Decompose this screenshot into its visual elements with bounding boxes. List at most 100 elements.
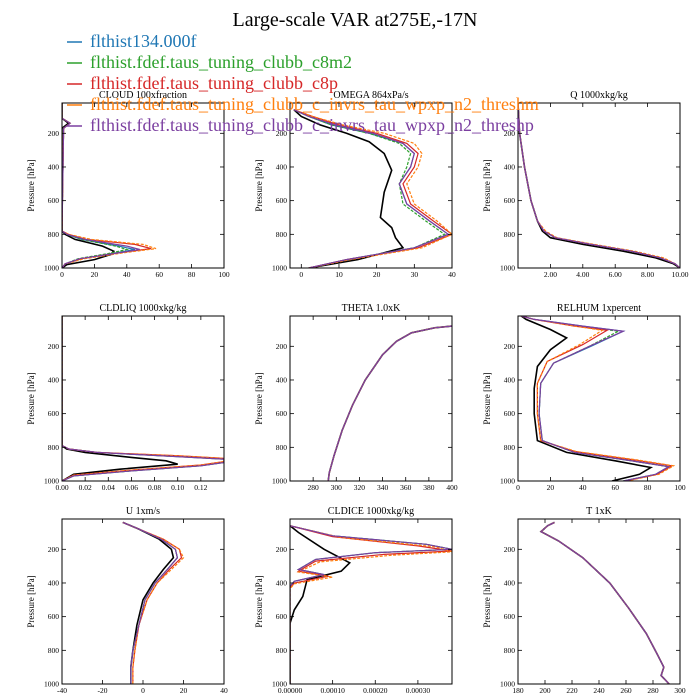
x-tick-label: 360 <box>400 483 412 492</box>
panel-title: T 1xK <box>586 506 612 517</box>
y-axis-label: Pressure [hPa] <box>26 159 36 211</box>
series-line-2 <box>518 103 680 268</box>
x-tick-label: 180 <box>512 686 524 695</box>
series-line-1 <box>327 325 452 481</box>
series-line-1 <box>539 521 670 684</box>
x-tick-label: 20 <box>547 483 555 492</box>
x-tick-label: 0.08 <box>148 483 161 492</box>
series-group <box>520 316 676 481</box>
y-axis-label: Pressure [hPa] <box>482 575 492 627</box>
panel-frame <box>289 315 453 482</box>
panel-1: 200 400 600 800 1000 0 10 20 30 40 OMEGA 864xPa/s P… <box>254 90 456 279</box>
y-tick-label: 400 <box>504 578 516 587</box>
y-tick-label: 1000 <box>272 477 287 486</box>
x-tick-label: 20 <box>373 270 381 279</box>
series-line-0 <box>539 521 670 684</box>
series-line-0 <box>327 325 452 481</box>
legend: flthist134.000fflthist.fdef.taus_tuning_… <box>67 31 539 135</box>
x-tick-label: 0.10 <box>171 483 184 492</box>
y-tick-label: 200 <box>504 129 516 138</box>
y-tick-label: 1000 <box>272 680 287 689</box>
series-line-0 <box>520 316 654 481</box>
x-tick-label: 0.00030 <box>406 686 431 695</box>
y-tick-label: 1000 <box>500 264 515 273</box>
panel-frame <box>61 102 225 269</box>
x-tick-label: 220 <box>566 686 578 695</box>
figure-title: Large-scale VAR at275E,-17N <box>233 9 478 31</box>
series-line-3 <box>290 525 452 684</box>
series-line-4 <box>62 316 224 481</box>
series-line-2 <box>62 316 224 481</box>
x-tick-label: 380 <box>423 483 435 492</box>
series-group <box>327 325 452 481</box>
series-line-1 <box>518 103 680 268</box>
y-tick-label: 800 <box>504 443 516 452</box>
series-line-5 <box>521 316 671 481</box>
x-tick-label: 20 <box>91 270 99 279</box>
y-tick-label: 800 <box>276 646 288 655</box>
series-group <box>62 316 224 481</box>
x-tick-label: 200 <box>539 686 551 695</box>
x-tick-label: 60 <box>155 270 163 279</box>
y-axis-label: Pressure [hPa] <box>482 159 492 211</box>
y-tick-label: 400 <box>48 375 60 384</box>
x-tick-label: 100 <box>674 483 686 492</box>
x-tick-label: 80 <box>644 483 652 492</box>
y-tick-label: 400 <box>276 162 288 171</box>
series-line-5 <box>293 109 450 268</box>
series-line-5 <box>62 316 224 481</box>
x-tick-label: 8.00 <box>641 270 654 279</box>
x-tick-label: 0.00000 <box>278 686 303 695</box>
y-tick-label: 400 <box>504 162 516 171</box>
y-tick-label: 1000 <box>272 264 287 273</box>
series-line-5 <box>539 521 670 684</box>
x-tick-label: 100 <box>218 270 230 279</box>
y-tick-label: 400 <box>276 375 288 384</box>
series-line-3 <box>518 103 680 268</box>
y-tick-label: 200 <box>504 342 516 351</box>
x-tick-label: 320 <box>354 483 366 492</box>
series-group <box>539 521 670 684</box>
x-tick-label: 0.04 <box>102 483 115 492</box>
series-group <box>293 109 452 268</box>
y-tick-label: 200 <box>276 129 288 138</box>
y-tick-label: 600 <box>504 196 516 205</box>
x-tick-label: 60 <box>611 483 619 492</box>
y-tick-label: 1000 <box>44 680 59 689</box>
x-tick-label: -40 <box>57 686 67 695</box>
series-line-2 <box>327 325 452 481</box>
y-tick-label: 200 <box>504 545 516 554</box>
y-axis-label: Pressure [hPa] <box>254 575 264 627</box>
x-tick-label: 280 <box>647 686 659 695</box>
y-tick-label: 800 <box>276 230 288 239</box>
y-tick-label: 600 <box>504 612 516 621</box>
y-tick-label: 1000 <box>44 264 59 273</box>
y-tick-label: 600 <box>504 409 516 418</box>
panel-6: 200 400 600 800 1000-40 -20 0 20 40 U 1xm/s Pressu… <box>26 506 228 695</box>
series-line-0 <box>62 103 116 268</box>
y-tick-label: 800 <box>48 230 60 239</box>
x-tick-label: -20 <box>98 686 108 695</box>
series-line-2 <box>521 316 671 481</box>
series-line-1 <box>290 525 452 684</box>
x-tick-label: 2.00 <box>544 270 557 279</box>
y-tick-label: 1000 <box>500 477 515 486</box>
y-axis-label: Pressure [hPa] <box>482 372 492 424</box>
y-tick-label: 600 <box>276 409 288 418</box>
y-tick-label: 200 <box>276 545 288 554</box>
series-line-3 <box>327 325 452 481</box>
series-line-4 <box>518 103 680 268</box>
panel-frame <box>289 102 453 269</box>
panel-frame <box>517 102 681 269</box>
x-tick-label: 40 <box>448 270 456 279</box>
x-tick-label: 40 <box>579 483 587 492</box>
panel-title: CLDLIQ 1000xkg/kg <box>100 303 187 314</box>
panel-4: 200 400 600 800 1000 280 300 320 340 360 380 400 THE… <box>254 303 458 492</box>
x-tick-label: 30 <box>411 270 419 279</box>
x-tick-label: 0.00 <box>55 483 68 492</box>
